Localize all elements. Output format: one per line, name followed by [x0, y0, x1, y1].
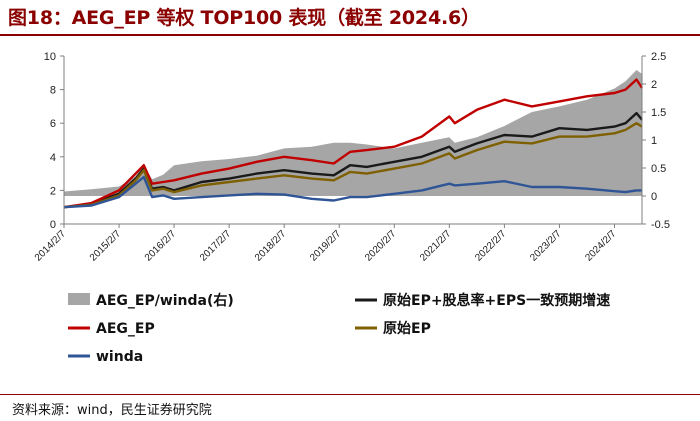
x-tick-label: 2014/2/7: [33, 228, 69, 264]
footer-divider: [0, 394, 700, 395]
left-tick-label: 0: [50, 219, 56, 231]
legend: AEG_EP/winda(右) 原始EP+股息率+EPS一致预期增速 AEG_EP 原…: [68, 292, 610, 365]
ratio-area-layer: [64, 70, 642, 196]
right-tick-label: 1: [651, 135, 657, 147]
series-lines-layer: [63, 78, 644, 209]
series-area-ratio: [64, 70, 642, 196]
left-tick-label: 4: [50, 152, 56, 164]
right-tick-label: 2.5: [651, 51, 666, 63]
x-tick-label: 2017/2/7: [198, 228, 234, 264]
title-divider: [0, 34, 700, 36]
x-tick-label: 2019/2/7: [308, 228, 344, 264]
left-tick-label: 8: [50, 85, 56, 97]
legend-label-winda: winda: [96, 349, 143, 365]
x-tick-label: 2016/2/7: [143, 228, 179, 264]
right-tick-label: 2: [651, 79, 657, 91]
legend-label-aeg: AEG_EP: [96, 321, 155, 337]
x-tick-label: 2018/2/7: [253, 228, 289, 264]
left-tick-label: 6: [50, 118, 56, 130]
right-tick-label: 0.5: [651, 163, 666, 175]
x-tick-label: 2015/2/7: [88, 228, 124, 264]
legend-label-ratio: AEG_EP/winda(右): [96, 292, 234, 309]
right-tick-label: -0.5: [651, 219, 670, 231]
source-note: 资料来源：wind，民生证券研究院: [12, 403, 212, 418]
x-tick-label: 2023/2/7: [528, 228, 564, 264]
series-line-winda: [63, 175, 642, 209]
series-line-ep: [63, 122, 643, 209]
right-tick-label: 1.5: [651, 107, 666, 119]
x-tick-label: 2024/2/7: [583, 228, 619, 264]
series-line-aeg: [63, 78, 644, 209]
right-tick-label: 0: [651, 191, 657, 203]
figure-title: 图18：AEG_EP 等权 TOP100 表现（截至 2024.6）: [8, 7, 480, 29]
x-tick-label: 2020/2/7: [363, 228, 399, 264]
legend-label-ep: 原始EP: [383, 320, 431, 337]
legend-swatch-ratio: [68, 293, 90, 305]
left-tick-label: 10: [44, 51, 56, 63]
plot-area: [60, 55, 646, 228]
legend-label-combo: 原始EP+股息率+EPS一致预期增速: [383, 292, 610, 309]
axes-layer: [60, 55, 646, 228]
left-tick-label: 2: [50, 185, 56, 197]
x-tick-label: 2022/2/7: [473, 228, 509, 264]
x-tick-label: 2021/2/7: [418, 228, 454, 264]
